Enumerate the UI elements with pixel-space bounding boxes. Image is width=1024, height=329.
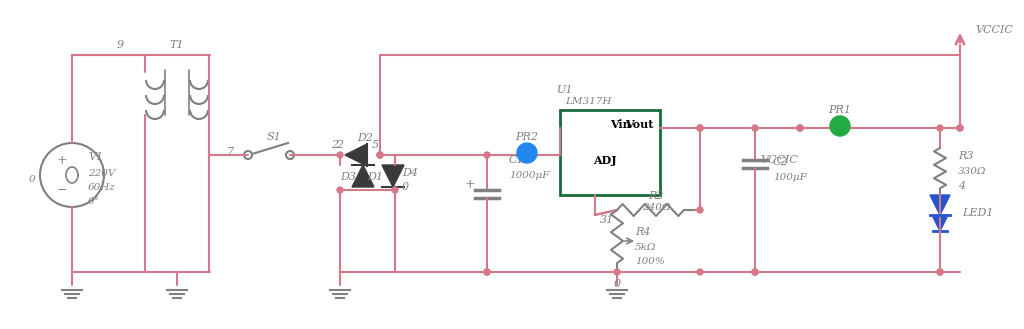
Circle shape <box>337 187 343 193</box>
Text: C1: C1 <box>509 155 524 165</box>
Text: 240Ω: 240Ω <box>642 203 671 212</box>
Text: 7: 7 <box>226 147 233 157</box>
Circle shape <box>797 125 803 131</box>
Circle shape <box>957 125 963 131</box>
Polygon shape <box>930 195 950 215</box>
Text: LED1: LED1 <box>962 208 993 218</box>
Circle shape <box>957 125 963 131</box>
Circle shape <box>484 269 490 275</box>
Text: C2: C2 <box>773 157 788 167</box>
Text: R2: R2 <box>648 191 664 201</box>
Circle shape <box>937 269 943 275</box>
Text: Vin: Vin <box>610 119 631 131</box>
Circle shape <box>937 125 943 131</box>
Polygon shape <box>345 144 367 166</box>
Text: +: + <box>465 179 475 191</box>
Text: D3: D3 <box>340 172 356 182</box>
Text: 5kΩ: 5kΩ <box>635 242 656 251</box>
FancyBboxPatch shape <box>560 110 660 195</box>
Text: 31: 31 <box>600 215 614 225</box>
Text: PR1: PR1 <box>828 105 852 115</box>
Polygon shape <box>382 165 404 187</box>
Circle shape <box>697 269 703 275</box>
Text: R4: R4 <box>635 227 650 237</box>
Text: D2: D2 <box>357 133 373 143</box>
Text: 220V: 220V <box>88 168 116 178</box>
Text: 100%: 100% <box>635 258 665 266</box>
Circle shape <box>697 207 703 213</box>
Circle shape <box>377 152 383 158</box>
Text: −: − <box>56 184 68 196</box>
Text: VCCIC: VCCIC <box>975 25 1013 35</box>
Text: D4: D4 <box>402 168 418 178</box>
Text: PR2: PR2 <box>515 132 539 142</box>
Text: 5: 5 <box>372 140 379 150</box>
Text: 330Ω: 330Ω <box>958 166 986 175</box>
Circle shape <box>517 143 537 163</box>
Text: U1: U1 <box>557 85 573 95</box>
Text: +: + <box>56 154 68 166</box>
Circle shape <box>377 152 383 158</box>
Text: V: V <box>837 121 844 131</box>
Circle shape <box>937 269 943 275</box>
Text: 100μF: 100μF <box>773 172 807 182</box>
Circle shape <box>752 125 758 131</box>
Circle shape <box>484 152 490 158</box>
Text: T1: T1 <box>170 40 184 50</box>
Circle shape <box>392 187 398 193</box>
Text: VCCIC: VCCIC <box>760 155 798 165</box>
Circle shape <box>697 125 703 131</box>
Polygon shape <box>352 165 374 187</box>
Text: 9: 9 <box>117 40 124 50</box>
Circle shape <box>830 116 850 136</box>
Text: 1000μF: 1000μF <box>509 170 550 180</box>
Circle shape <box>697 125 703 131</box>
Text: 60Hz: 60Hz <box>88 183 116 191</box>
Text: D1: D1 <box>367 172 383 182</box>
Circle shape <box>614 269 620 275</box>
Text: 4: 4 <box>958 181 966 191</box>
Text: Vout: Vout <box>625 119 653 131</box>
Text: 2: 2 <box>332 140 339 150</box>
Text: LM317H: LM317H <box>565 97 611 107</box>
Text: V1: V1 <box>88 152 103 162</box>
Circle shape <box>752 269 758 275</box>
Text: ADJ: ADJ <box>593 155 616 165</box>
Text: 0: 0 <box>29 175 35 185</box>
Text: S1: S1 <box>266 132 282 142</box>
Circle shape <box>484 269 490 275</box>
Text: 2: 2 <box>337 140 344 150</box>
Circle shape <box>797 125 803 131</box>
Text: 0°: 0° <box>88 197 100 207</box>
Text: V: V <box>523 148 530 158</box>
Polygon shape <box>933 217 947 231</box>
Text: R3: R3 <box>958 151 974 161</box>
Circle shape <box>752 269 758 275</box>
Circle shape <box>337 152 343 158</box>
Text: 0: 0 <box>401 182 409 192</box>
Circle shape <box>837 125 843 131</box>
Text: 0: 0 <box>613 279 621 289</box>
